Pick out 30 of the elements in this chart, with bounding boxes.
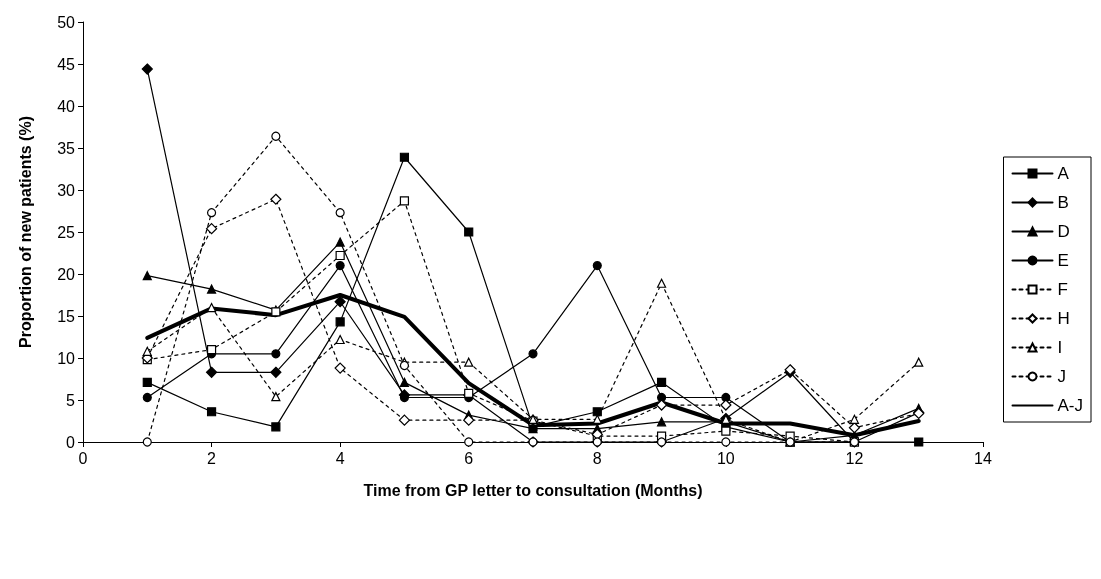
y-tick-label: 35 bbox=[57, 139, 76, 157]
y-axis-title: Proportion of new patients (%) bbox=[16, 116, 34, 348]
x-tick-label: 6 bbox=[464, 449, 474, 467]
x-tick-label: 4 bbox=[335, 449, 345, 467]
legend-label: E bbox=[1057, 251, 1069, 270]
y-tick-label: 40 bbox=[57, 97, 76, 115]
legend-label: F bbox=[1057, 280, 1068, 299]
x-tick-label: 10 bbox=[716, 449, 735, 467]
y-tick-label: 50 bbox=[57, 13, 76, 31]
y-tick-label: 25 bbox=[57, 223, 76, 241]
legend-label: I bbox=[1057, 338, 1063, 357]
y-tick-label: 20 bbox=[57, 265, 76, 283]
x-tick-label: 14 bbox=[974, 449, 992, 467]
y-tick-label: 10 bbox=[57, 349, 76, 367]
y-tick-label: 5 bbox=[66, 391, 76, 409]
legend-label: J bbox=[1057, 367, 1066, 386]
legend-label: A bbox=[1057, 164, 1070, 183]
x-axis-title: Time from GP letter to consultation (Months) bbox=[363, 481, 703, 499]
legend-label: B bbox=[1057, 193, 1069, 212]
y-tick-label: 45 bbox=[57, 55, 76, 73]
y-tick-label: 0 bbox=[66, 433, 76, 451]
x-tick-label: 8 bbox=[592, 449, 602, 467]
legend-label: D bbox=[1057, 222, 1070, 241]
legend-label: H bbox=[1057, 309, 1070, 328]
x-tick-label: 2 bbox=[207, 449, 217, 467]
x-tick-label: 12 bbox=[845, 449, 864, 467]
y-tick-label: 30 bbox=[57, 181, 76, 199]
y-tick-label: 15 bbox=[57, 307, 76, 325]
x-tick-label: 0 bbox=[78, 449, 88, 467]
legend-label: A-J bbox=[1057, 396, 1083, 415]
